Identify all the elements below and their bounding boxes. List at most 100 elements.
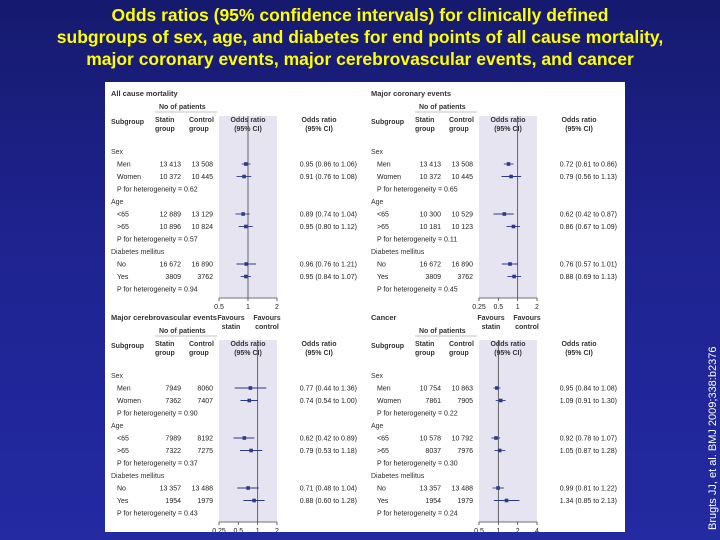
odds-ratio-ci: 0.72 (0.61 to 0.86) [560,162,617,169]
odds-ratio-ci: 0.99 (0.81 to 1.22) [560,486,617,493]
subgroup-label: Yes [117,498,129,505]
point-estimate [249,448,253,453]
odds-ratio-ci: 0.88 (0.69 to 1.13) [560,274,617,281]
header-odds-ratio: Odds ratio [301,341,336,348]
header-ci-plot: (95% CI) [494,126,522,133]
point-estimate [244,262,249,266]
axis-tick-label: 0.5 [214,304,224,311]
control-count: 8192 [197,436,213,443]
point-estimate [242,436,247,440]
control-count: 3762 [197,274,213,281]
title-line-1: Odds ratios (95% confidence intervals) f… [111,5,609,25]
favours-statin-label-2: statin [482,324,501,331]
header-statin: Statin [415,117,434,124]
axis-tick-label: 2 [535,304,539,311]
axis-tick-label: 0.25 [472,304,486,311]
statin-count: 1954 [165,498,181,505]
statin-count: 12 889 [160,212,182,219]
odds-ratio-ci: 0.95 (0.84 to 1.07) [300,274,357,281]
subgroup-label: <65 [377,212,389,219]
odds-ratio-ci: 0.96 (0.76 to 1.21) [300,262,357,269]
header-statin-group: group [155,126,175,133]
statin-count: 10 754 [420,386,442,393]
control-count: 10 863 [452,386,474,393]
point-estimate [244,224,248,229]
header-odds-ratio-plot: Odds ratio [490,341,525,348]
point-estimate [504,498,509,503]
header-control: Control [189,117,214,124]
point-estimate [494,436,498,440]
header-statin: Statin [415,341,434,348]
axis-tick-label: 0.5 [474,528,484,532]
point-estimate [247,398,252,403]
title-line-2: subgroups of sex, age, and diabetes for … [56,27,664,47]
p-heterogeneity: P for heterogeneity = 0.11 [377,237,457,244]
plot-band [479,116,537,298]
header-statin-group: group [415,126,435,133]
point-estimate [511,224,516,229]
panel-title: Cancer [371,313,397,322]
subgroup-label: >65 [117,224,129,231]
point-estimate [242,174,246,179]
subgroup-label: <65 [117,212,129,219]
odds-ratio-ci: 0.79 (0.53 to 1.18) [300,448,357,455]
axis-tick-label: 1 [246,304,250,311]
subgroup-label: Men [117,386,131,393]
header-ci: (95% CI) [305,350,333,357]
control-count: 13 508 [192,162,214,169]
axis-tick-label: 2 [275,304,279,311]
control-count: 16 890 [192,262,214,269]
header-control-group: group [449,350,469,357]
favours-statin-label-2: statin [222,324,241,331]
group-label: Sex [111,373,124,380]
control-count: 7407 [197,398,213,405]
statin-count: 10 372 [420,174,442,181]
axis-tick-label: 0.5 [493,304,503,311]
header-ci-plot: (95% CI) [494,350,522,357]
header-statin-group: group [155,350,175,357]
point-estimate [497,448,502,453]
header-statin: Statin [155,117,174,124]
subgroup-label: Women [117,174,141,181]
subgroup-label: Women [377,174,401,181]
header-no-of-patients: No of patients [159,104,206,111]
header-control-group: group [189,126,209,133]
axis-tick-label: 0.25 [212,528,226,532]
subgroup-label: <65 [377,436,389,443]
group-label: Age [371,423,384,430]
statin-count: 13 357 [420,486,442,493]
statin-count: 10 181 [420,224,442,231]
header-ci: (95% CI) [565,126,593,133]
header-odds-ratio: Odds ratio [561,117,596,124]
p-heterogeneity: P for heterogeneity = 0.43 [117,511,198,518]
header-ci: (95% CI) [565,350,593,357]
header-odds-ratio-plot: Odds ratio [490,117,525,124]
control-count: 1979 [457,498,473,505]
point-estimate [248,386,253,390]
point-estimate [498,398,503,403]
header-ci-plot: (95% CI) [234,350,262,357]
header-control-group: group [189,350,209,357]
axis-tick-label: 2 [516,528,520,532]
subgroup-label: No [117,486,126,493]
odds-ratio-ci: 0.79 (0.56 to 1.13) [560,174,617,181]
forest-plot-figure: All cause mortality No of patients Subgrou… [105,82,625,540]
point-estimate [252,498,256,503]
statin-count: 7362 [165,398,181,405]
control-count: 13 488 [452,486,474,493]
odds-ratio-ci: 0.95 (0.84 to 1.08) [560,386,617,393]
axis-tick-label: 4 [535,528,539,532]
header-statin-group: group [415,350,435,357]
control-count: 7275 [197,448,213,455]
statin-count: 7322 [165,448,181,455]
control-count: 10 792 [452,436,474,443]
odds-ratio-ci: 0.95 (0.86 to 1.06) [300,162,357,169]
odds-ratio-ci: 1.09 (0.91 to 1.30) [560,398,617,405]
point-estimate [508,262,512,266]
panel-title: All cause mortality [111,89,179,98]
header-odds-ratio-plot: Odds ratio [230,341,265,348]
control-count: 10 445 [452,174,474,181]
point-estimate [506,162,511,166]
p-heterogeneity: P for heterogeneity = 0.24 [377,511,458,518]
statin-count: 3809 [425,274,441,281]
